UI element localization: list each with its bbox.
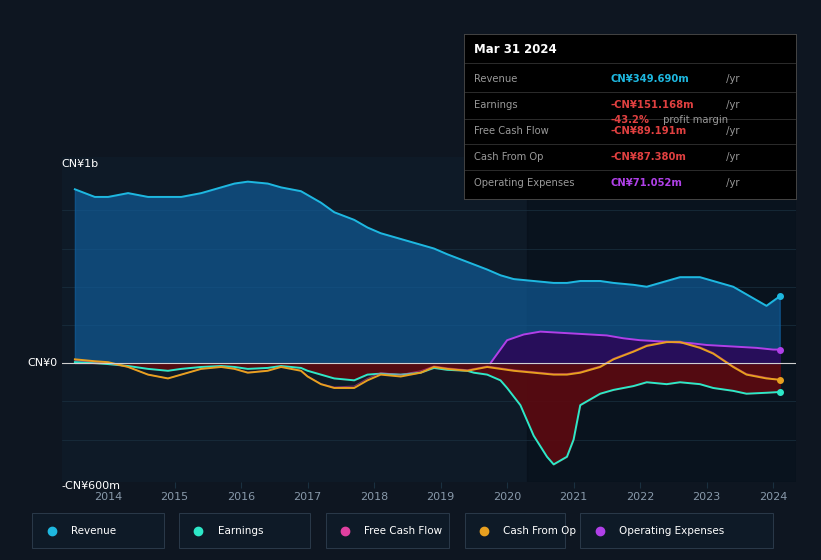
Text: -CN¥89.191m: -CN¥89.191m <box>610 126 686 136</box>
Text: CN¥71.052m: CN¥71.052m <box>610 178 682 188</box>
Text: Revenue: Revenue <box>474 74 517 84</box>
Text: CN¥349.690m: CN¥349.690m <box>610 74 689 84</box>
Text: Free Cash Flow: Free Cash Flow <box>365 526 443 535</box>
Text: -CN¥151.168m: -CN¥151.168m <box>610 100 694 110</box>
Text: -CN¥87.380m: -CN¥87.380m <box>610 152 686 162</box>
Text: Mar 31 2024: Mar 31 2024 <box>474 43 557 55</box>
Text: /yr: /yr <box>723 178 740 188</box>
Text: Operating Expenses: Operating Expenses <box>474 178 575 188</box>
Text: Free Cash Flow: Free Cash Flow <box>474 126 548 136</box>
Text: /yr: /yr <box>723 100 740 110</box>
FancyBboxPatch shape <box>326 513 449 548</box>
Bar <box>527 157 796 482</box>
FancyBboxPatch shape <box>580 513 773 548</box>
Text: /yr: /yr <box>723 126 740 136</box>
FancyBboxPatch shape <box>179 513 310 548</box>
Text: CN¥0: CN¥0 <box>27 358 57 368</box>
Text: -43.2%: -43.2% <box>610 115 649 125</box>
Text: Earnings: Earnings <box>474 100 517 110</box>
Text: Cash From Op: Cash From Op <box>503 526 576 535</box>
Text: /yr: /yr <box>723 152 740 162</box>
Text: CN¥1b: CN¥1b <box>62 159 99 169</box>
Text: profit margin: profit margin <box>660 115 728 125</box>
FancyBboxPatch shape <box>32 513 163 548</box>
Text: Earnings: Earnings <box>218 526 263 535</box>
FancyBboxPatch shape <box>465 513 565 548</box>
Text: Revenue: Revenue <box>71 526 116 535</box>
Text: Cash From Op: Cash From Op <box>474 152 544 162</box>
Text: Operating Expenses: Operating Expenses <box>619 526 724 535</box>
Text: -CN¥600m: -CN¥600m <box>62 480 121 491</box>
Text: /yr: /yr <box>723 74 740 84</box>
